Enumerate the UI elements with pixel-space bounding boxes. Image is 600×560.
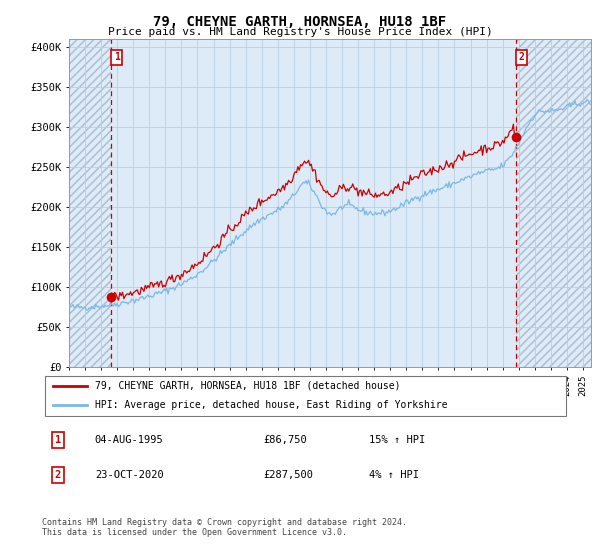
Bar	[515, 39, 591, 367]
Text: 04-AUG-1995: 04-AUG-1995	[95, 435, 164, 445]
Text: 2: 2	[519, 52, 525, 62]
Text: 79, CHEYNE GARTH, HORNSEA, HU18 1BF (detached house): 79, CHEYNE GARTH, HORNSEA, HU18 1BF (det…	[95, 381, 400, 391]
Text: £86,750: £86,750	[264, 435, 308, 445]
Text: 79, CHEYNE GARTH, HORNSEA, HU18 1BF: 79, CHEYNE GARTH, HORNSEA, HU18 1BF	[154, 15, 446, 29]
Text: Price paid vs. HM Land Registry's House Price Index (HPI): Price paid vs. HM Land Registry's House …	[107, 27, 493, 37]
Text: £287,500: £287,500	[264, 470, 314, 480]
Text: HPI: Average price, detached house, East Riding of Yorkshire: HPI: Average price, detached house, East…	[95, 400, 448, 410]
Bar	[69, 39, 110, 367]
Text: 1: 1	[55, 435, 61, 445]
Text: 15% ↑ HPI: 15% ↑ HPI	[370, 435, 425, 445]
Text: 1: 1	[114, 52, 119, 62]
Text: 4% ↑ HPI: 4% ↑ HPI	[370, 470, 419, 480]
Text: Contains HM Land Registry data © Crown copyright and database right 2024.
This d: Contains HM Land Registry data © Crown c…	[42, 518, 407, 538]
FancyBboxPatch shape	[44, 376, 566, 416]
Text: 2: 2	[55, 470, 61, 480]
Text: 23-OCT-2020: 23-OCT-2020	[95, 470, 164, 480]
